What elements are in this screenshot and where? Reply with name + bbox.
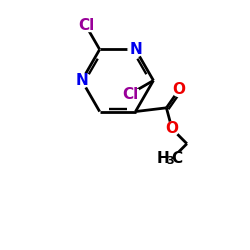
Circle shape	[74, 73, 89, 88]
Bar	[122, 89, 138, 99]
Text: 3: 3	[166, 156, 174, 166]
Text: Cl: Cl	[78, 18, 94, 34]
Text: Cl: Cl	[122, 86, 138, 102]
Text: N: N	[129, 42, 142, 57]
Text: O: O	[173, 82, 186, 97]
Bar	[78, 21, 94, 31]
Text: C: C	[171, 151, 182, 166]
Text: H: H	[157, 151, 170, 166]
Text: O: O	[166, 121, 178, 136]
Bar	[154, 152, 181, 166]
Text: N: N	[75, 73, 88, 88]
Circle shape	[172, 83, 186, 96]
Circle shape	[165, 122, 179, 136]
Circle shape	[128, 42, 143, 57]
